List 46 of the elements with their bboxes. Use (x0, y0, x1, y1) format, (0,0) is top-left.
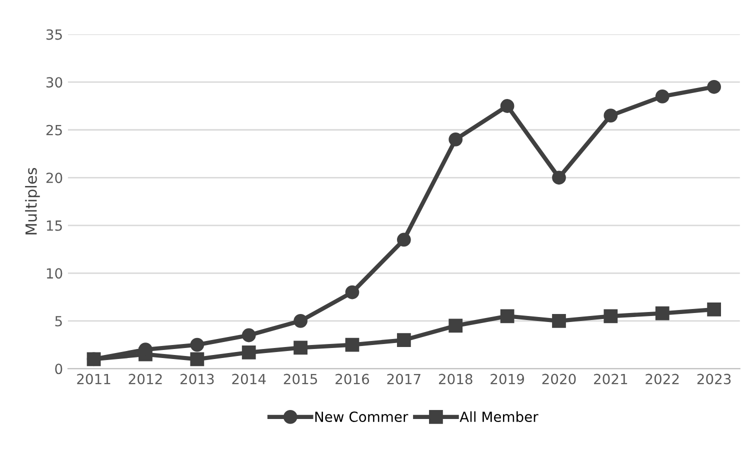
point (294, 340, 308, 355)
point (396, 333, 411, 347)
point (604, 309, 618, 324)
legend-label: All Member (460, 411, 538, 422)
x-tick-label: 2022 (646, 374, 679, 384)
x-tick-label: 2013 (180, 374, 214, 384)
x-tick-label: 2023 (697, 374, 731, 384)
point (190, 352, 204, 366)
x-tick-label: 2014 (232, 374, 266, 384)
point (345, 285, 360, 300)
x-tick-label: 2016 (336, 374, 370, 384)
x-tick-label: 2020 (542, 374, 576, 384)
y-tick-label: 35 (46, 29, 62, 40)
legend-label: New Commer (315, 412, 408, 422)
point (552, 314, 566, 328)
y-axis-title: Multiples (25, 168, 40, 234)
point (604, 108, 618, 122)
point (552, 170, 566, 185)
y-tick-label: 15 (46, 220, 62, 231)
point (655, 306, 670, 320)
point (707, 302, 721, 316)
x-tick-label: 2011 (77, 374, 110, 384)
point (242, 346, 256, 360)
x-tick-label: 2012 (128, 374, 162, 384)
y-tick-label: 30 (46, 77, 62, 88)
point (500, 309, 514, 324)
point (396, 232, 411, 247)
point (655, 89, 670, 104)
point (190, 338, 204, 352)
y-tick-label: 5 (55, 316, 62, 326)
point (242, 328, 256, 342)
point (448, 318, 463, 333)
point (707, 80, 721, 94)
x-tick-label: 2015 (284, 374, 318, 384)
y-tick-label: 20 (46, 172, 62, 184)
point (448, 132, 463, 146)
point (500, 99, 514, 113)
y-tick-label: 10 (46, 268, 62, 279)
x-tick-label: 2019 (490, 374, 524, 384)
x-tick-label: 2018 (438, 374, 472, 384)
point (294, 314, 308, 328)
x-tick-label: 2021 (594, 374, 628, 384)
y-tick-label: 25 (46, 124, 62, 136)
x-tick-label: 2017 (387, 374, 420, 384)
point (345, 338, 360, 352)
y-tick-label: 0 (55, 364, 62, 374)
